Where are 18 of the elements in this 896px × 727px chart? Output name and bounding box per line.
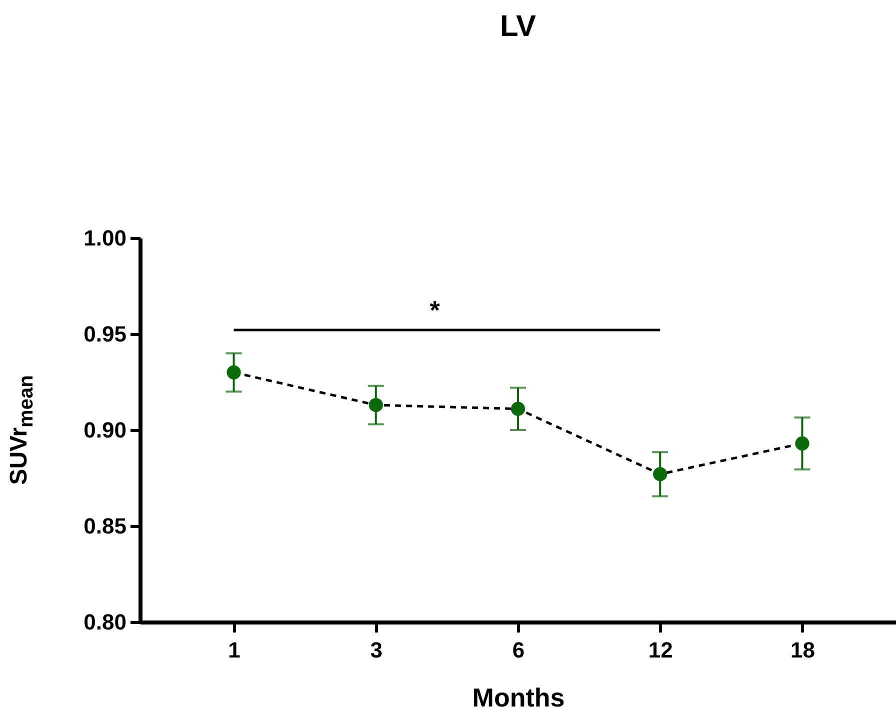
chart-title: LV <box>500 10 536 43</box>
y-tick-label: 0.90 <box>84 418 126 442</box>
x-tick-label: 1 <box>228 638 240 662</box>
y-tick-label: 1.00 <box>84 226 126 250</box>
x-tick-label: 6 <box>512 638 525 662</box>
point <box>510 402 526 416</box>
annotation: * <box>430 295 441 325</box>
x-tick-label: 12 <box>648 638 673 662</box>
x-tick-label: 18 <box>790 638 815 662</box>
y-tick-label: 0.95 <box>84 322 126 346</box>
point <box>795 436 810 450</box>
point <box>226 365 241 380</box>
point <box>653 467 668 482</box>
x-tick-label: 3 <box>370 638 383 662</box>
point <box>368 398 383 412</box>
x-axis-title: Months <box>472 682 565 712</box>
y-tick-label: 0.85 <box>84 514 126 538</box>
y-tick-label: 0.80 <box>84 610 126 634</box>
